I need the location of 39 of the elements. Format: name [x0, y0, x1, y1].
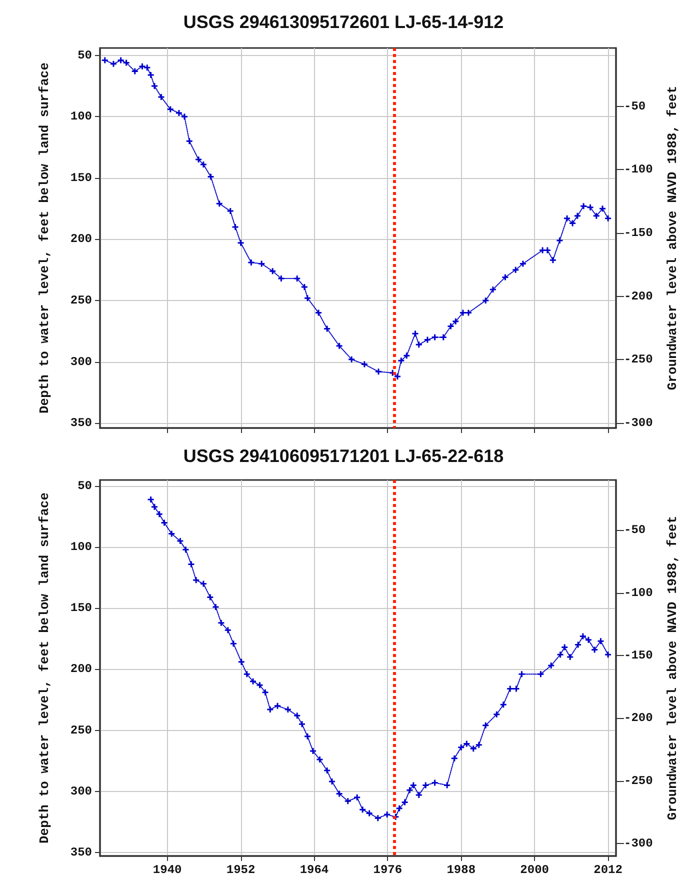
y2-tick-label: -50: [624, 523, 646, 538]
y2-tick-label: -150: [624, 648, 653, 662]
y-axis-title: Depth to water level, feet below land surface: [37, 62, 52, 414]
y2-tick-label: -250: [624, 774, 653, 788]
y-tick-label: 50: [78, 48, 92, 62]
y-tick-label: 100: [70, 110, 92, 124]
y2-axis-title: Groundwater level above NAVD 1988, feet: [665, 516, 680, 820]
y-tick-label: 250: [70, 294, 92, 308]
y-tick-label: 50: [78, 479, 92, 494]
y-tick-label: 350: [70, 416, 92, 430]
y-tick-label: 100: [70, 540, 92, 554]
y-tick-label: 150: [70, 170, 92, 185]
y-axis-title: Depth to water level, feet below land surface: [37, 492, 52, 844]
y-tick-label: 350: [70, 845, 92, 860]
x-tick-label: 2012: [594, 863, 622, 877]
x-tick-label: 1964: [300, 863, 329, 877]
y2-tick-label: -250: [624, 352, 653, 367]
y-tick-label: 200: [70, 662, 92, 676]
x-tick-label: 2000: [520, 863, 549, 877]
x-tick-label: 1988: [446, 863, 476, 877]
x-tick-label: 1976: [373, 863, 402, 877]
y2-tick-label: -300: [624, 416, 653, 430]
y2-tick-label: -100: [624, 586, 653, 600]
y-tick-label: 300: [70, 784, 92, 798]
y2-tick-label: -100: [624, 162, 653, 177]
y-tick-label: 150: [70, 601, 92, 616]
y-tick-label: 200: [70, 232, 92, 246]
y-tick-label: 300: [70, 354, 92, 369]
chart-title: USGS 294613095172601 LJ-65-14-912: [183, 12, 504, 32]
y2-axis-title: Groundwater level above NAVD 1988, feet: [665, 86, 680, 390]
y2-tick-label: -50: [624, 99, 646, 114]
x-tick-label: 1940: [152, 863, 182, 877]
y-tick-label: 250: [70, 723, 92, 738]
y2-tick-label: -200: [624, 289, 653, 304]
y2-tick-label: -150: [624, 226, 653, 240]
x-tick-label: 1952: [226, 863, 256, 877]
y2-tick-label: -300: [624, 836, 653, 850]
chart-title: USGS 294106095171201 LJ-65-22-618: [183, 446, 504, 466]
y2-tick-label: -200: [624, 711, 653, 726]
